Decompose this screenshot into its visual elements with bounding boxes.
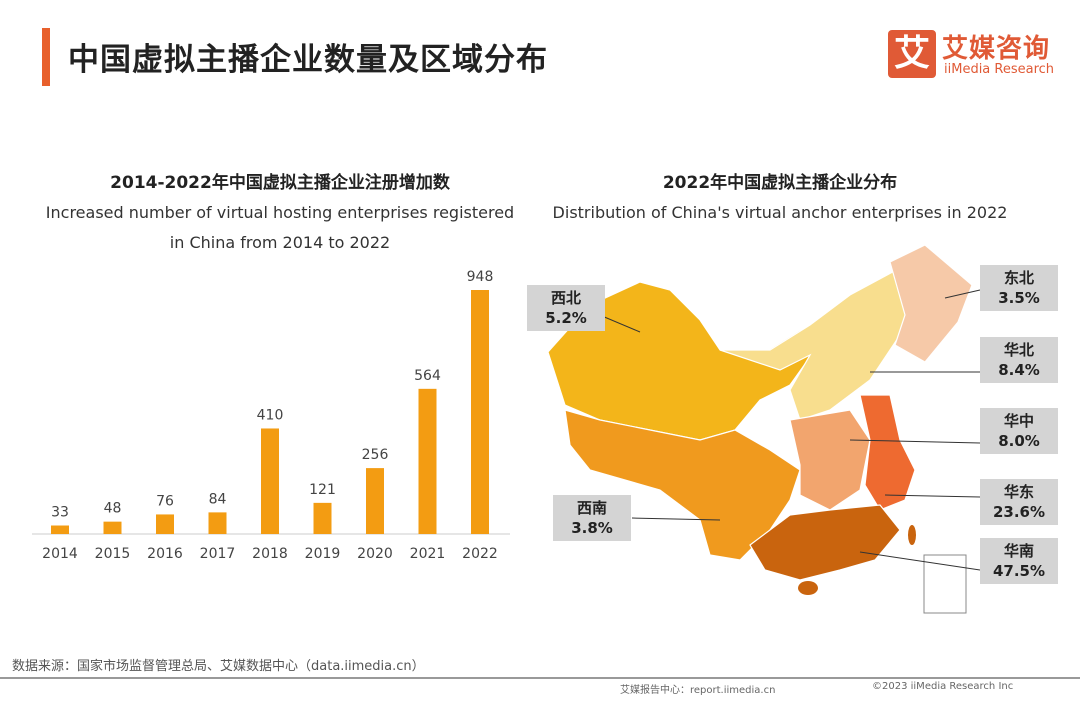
title-accent-bar bbox=[42, 28, 50, 86]
bar-value-label: 948 bbox=[467, 269, 494, 285]
map-region bbox=[564, 409, 801, 561]
bar-chart-subtitle-1: Increased number of virtual hosting ente… bbox=[45, 203, 515, 222]
region-label-5: 西南 3.8% bbox=[553, 495, 631, 541]
x-tick-label: 2020 bbox=[357, 546, 393, 562]
bar-2014 bbox=[51, 525, 69, 534]
region-name: 华南 bbox=[1003, 542, 1034, 560]
map-region bbox=[719, 267, 936, 421]
bar-value-label: 76 bbox=[156, 493, 174, 509]
region-name: 华北 bbox=[1003, 341, 1034, 359]
bar-value-label: 256 bbox=[362, 447, 389, 463]
region-value: 3.8% bbox=[571, 519, 613, 537]
bar-chart: 33 2014 48 2015 76 2016 84 2017 410 2018 121 2019 25… bbox=[32, 269, 510, 562]
region-value: 5.2% bbox=[545, 309, 587, 327]
map-region bbox=[749, 504, 901, 581]
region-value: 47.5% bbox=[992, 562, 1046, 580]
x-tick-label: 2017 bbox=[200, 546, 236, 562]
region-label-4: 华东 23.6% bbox=[980, 479, 1058, 525]
leader-line bbox=[944, 289, 981, 299]
bar-2018 bbox=[261, 428, 279, 534]
taiwan-island bbox=[908, 525, 916, 545]
bar-2019 bbox=[313, 502, 332, 534]
copyright: ©2023 iiMedia Research Inc bbox=[872, 681, 1014, 692]
region-label-6: 华南 47.5% bbox=[980, 538, 1058, 584]
map-region bbox=[859, 394, 916, 511]
bar-value-label: 121 bbox=[309, 482, 336, 498]
leader-line bbox=[631, 517, 721, 521]
bar-value-label: 84 bbox=[209, 491, 227, 507]
leader-line bbox=[849, 439, 981, 444]
region-value: 3.5% bbox=[998, 289, 1040, 307]
bar-2017 bbox=[208, 512, 227, 534]
china-map bbox=[547, 244, 981, 614]
logo-cn: 艾媒咨询 bbox=[942, 34, 1051, 64]
bar-2016 bbox=[156, 514, 174, 534]
map-subtitle: Distribution of China's virtual anchor e… bbox=[552, 203, 1008, 222]
footer-divider bbox=[0, 677, 1080, 679]
map-region bbox=[889, 244, 973, 363]
data-source: 数据来源：国家市场监督管理总局、艾媒数据中心（data.iimedia.cn） bbox=[12, 659, 425, 674]
region-value: 23.6% bbox=[992, 503, 1046, 521]
x-tick-label: 2022 bbox=[462, 546, 498, 562]
leader-line bbox=[859, 551, 981, 571]
bar-chart-title: 2014-2022年中国虚拟主播企业注册增加数 bbox=[110, 173, 450, 193]
x-tick-label: 2021 bbox=[410, 546, 446, 562]
region-name: 华中 bbox=[1003, 412, 1034, 430]
bar-2015 bbox=[103, 521, 122, 534]
bar-2022 bbox=[471, 290, 489, 534]
bar-2021 bbox=[418, 388, 437, 534]
south-china-sea-inset bbox=[923, 554, 967, 614]
region-label-1: 东北 3.5% bbox=[980, 265, 1058, 311]
bar-value-label: 564 bbox=[414, 368, 441, 384]
region-label-0: 西北 5.2% bbox=[527, 285, 605, 331]
x-tick-label: 2015 bbox=[95, 546, 131, 562]
logo-en: iiMedia Research bbox=[944, 62, 1055, 77]
x-tick-label: 2018 bbox=[252, 546, 288, 562]
report-link[interactable]: 艾媒报告中心：report.iimedia.cn bbox=[620, 685, 776, 696]
region-name: 西北 bbox=[550, 289, 581, 307]
region-name: 华东 bbox=[1003, 483, 1034, 501]
page-title: 中国虚拟主播企业数量及区域分布 bbox=[68, 42, 548, 78]
x-tick-label: 2019 bbox=[305, 546, 341, 562]
logo-mark: 艾 bbox=[888, 30, 936, 78]
leader-line bbox=[884, 494, 981, 498]
region-value: 8.0% bbox=[998, 432, 1040, 450]
region-label-2: 华北 8.4% bbox=[980, 337, 1058, 383]
bar-2020 bbox=[366, 468, 384, 534]
bar-chart-subtitle-2: in China from 2014 to 2022 bbox=[169, 233, 391, 252]
x-tick-label: 2016 bbox=[147, 546, 183, 562]
map-region bbox=[789, 409, 871, 511]
hainan-island bbox=[798, 581, 818, 595]
region-name: 西南 bbox=[576, 499, 607, 517]
map-title: 2022年中国虚拟主播企业分布 bbox=[662, 173, 898, 193]
bar-value-label: 410 bbox=[257, 407, 284, 423]
region-label-3: 华中 8.0% bbox=[980, 408, 1058, 454]
bar-value-label: 48 bbox=[104, 501, 122, 517]
region-name: 东北 bbox=[1003, 269, 1034, 287]
region-value: 8.4% bbox=[998, 361, 1040, 379]
x-tick-label: 2014 bbox=[42, 546, 78, 562]
bar-value-label: 33 bbox=[51, 505, 69, 521]
